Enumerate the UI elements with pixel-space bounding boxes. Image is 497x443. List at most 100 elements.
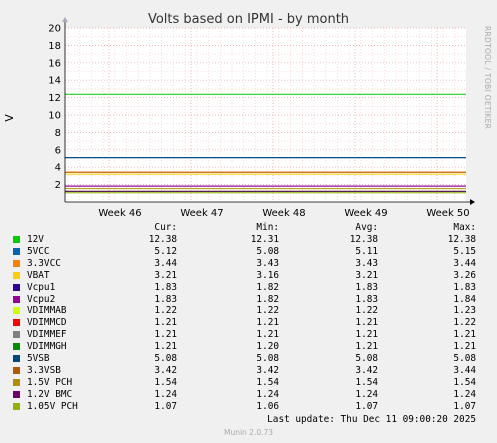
legend-value-max: 12.38: [447, 234, 476, 245]
legend-value-cur: 3.42: [154, 364, 177, 376]
x-tick-label: Week 50: [426, 208, 469, 219]
last-update: Last update: Thu Dec 11 09:00:20 2025: [267, 414, 476, 425]
legend-value-min: 5.08: [256, 245, 279, 257]
legend-series-name: 1.05V PCH: [27, 400, 78, 412]
legend-value-max: 3.44: [453, 257, 476, 269]
legend-value-cur: 3.44: [154, 257, 177, 269]
legend-swatch: [13, 378, 20, 386]
y-tick-label: 18: [48, 41, 61, 52]
legend-value-min: 1.21: [256, 317, 279, 329]
legend-value-min: 1.20: [256, 341, 279, 353]
legend-row: VDIMMAB 1.22 1.22 1.22 1.23: [0, 305, 497, 317]
legend-series-name: 5VSB: [27, 353, 50, 364]
legend-row: 5VCC 5.12 5.08 5.11 5.15: [0, 246, 497, 258]
legend-value-min: 1.24: [256, 388, 279, 400]
legend-series-name: Vcpu2: [27, 293, 56, 305]
x-tick-label: Week 49: [344, 208, 387, 219]
legend-series-name: Vcpu1: [27, 281, 56, 293]
legend-value-avg: 5.08: [355, 353, 378, 364]
legend-value-min: 3.16: [256, 269, 279, 281]
legend-swatch: [13, 283, 20, 291]
legend-value-cur: 1.22: [154, 305, 177, 317]
legend-value-min: 1.54: [256, 376, 279, 388]
legend-value-min: 3.43: [256, 257, 279, 269]
legend-value-cur: 1.21: [154, 329, 177, 341]
legend-value-avg: 5.11: [355, 245, 378, 257]
legend-header-avg: Avg:: [355, 222, 378, 233]
legend-value-cur: 1.07: [154, 400, 177, 412]
legend-value-avg: 1.07: [355, 400, 378, 412]
legend-value-cur: 5.08: [154, 353, 177, 364]
legend-value-min: 1.82: [256, 281, 279, 293]
legend-swatch: [13, 259, 20, 267]
legend-value-max: 1.21: [453, 329, 476, 341]
legend-series-name: 3.3VSB: [27, 364, 61, 376]
legend-value-min: 12.31: [250, 234, 279, 245]
legend-value-cur: 1.24: [154, 388, 177, 400]
legend-series-name: 5VCC: [27, 245, 50, 257]
legend-swatch: [13, 271, 20, 279]
chart-title: Volts based on IPMI - by month: [147, 12, 350, 27]
legend-value-max: 1.84: [453, 293, 476, 305]
legend-row: 1.5V PCH 1.54 1.54 1.54 1.54: [0, 377, 497, 389]
legend-value-max: 5.08: [453, 353, 476, 364]
legend-value-max: 3.26: [453, 269, 476, 281]
y-tick-label: 14: [48, 76, 61, 87]
legend-value-avg: 1.22: [355, 305, 378, 317]
legend-value-max: 1.24: [453, 388, 476, 400]
legend-series-name: 1.5V PCH: [27, 376, 73, 388]
legend-swatch: [13, 355, 20, 362]
legend-value-avg: 12.38: [349, 234, 378, 245]
y-axis-arrow: [62, 17, 68, 22]
y-tick-label: 20: [48, 24, 61, 35]
legend-value-cur: 3.21: [154, 269, 177, 281]
legend-swatch: [13, 366, 20, 374]
legend-value-cur: 1.83: [154, 293, 177, 305]
y-tick-label: 4: [55, 163, 61, 174]
x-tick-label: Week 46: [98, 208, 141, 219]
y-tick-label: 2: [55, 180, 61, 191]
legend-series-name: 3.3VCC: [27, 257, 61, 269]
x-tick-label: Week 48: [262, 208, 305, 219]
legend-value-avg: 1.83: [355, 293, 378, 305]
y-tick-label: 16: [48, 58, 61, 69]
y-axis-label: V: [3, 114, 16, 122]
legend-row: 1.2V BMC 1.24 1.24 1.24 1.24: [0, 389, 497, 401]
legend-value-cur: 12.38: [148, 234, 177, 245]
legend-value-max: 3.44: [453, 364, 476, 376]
legend-series-name: VDIMMEF: [27, 329, 67, 341]
legend-row: 12V 12.38 12.31 12.38 12.38: [0, 234, 497, 246]
legend-value-avg: 3.43: [355, 257, 378, 269]
legend-value-cur: 1.83: [154, 281, 177, 293]
legend-value-avg: 1.24: [355, 388, 378, 400]
legend-swatch: [13, 390, 20, 398]
legend-series-name: 1.2V BMC: [27, 388, 73, 400]
legend-header-min: Min:: [256, 222, 279, 233]
y-ticks: 2 4 6 8 10 12 14 16 18 20: [48, 24, 61, 192]
legend-value-avg: 3.42: [355, 364, 378, 376]
legend-swatch: [13, 331, 20, 339]
legend-value-max: 1.54: [453, 376, 476, 388]
legend-row: 5VSB 5.08 5.08 5.08 5.08: [0, 353, 497, 365]
legend-series-name: VDIMMGH: [27, 341, 67, 353]
legend-value-max: 1.83: [453, 281, 476, 293]
y-tick-label: 8: [55, 128, 61, 139]
legend-series-name: VDIMMCD: [27, 317, 67, 329]
legend-value-avg: 1.21: [355, 329, 378, 341]
legend-value-cur: 1.21: [154, 341, 177, 353]
legend-value-min: 1.06: [256, 400, 279, 412]
legend-value-cur: 1.54: [154, 376, 177, 388]
legend-value-max: 1.07: [453, 400, 476, 412]
legend-value-max: 1.23: [453, 305, 476, 317]
x-tick-label: Week 47: [180, 208, 223, 219]
legend-row: 3.3VCC 3.44 3.43 3.43 3.44: [0, 258, 497, 270]
legend-value-max: 1.22: [453, 317, 476, 329]
legend-swatch: [13, 236, 20, 243]
legend-row: Vcpu2 1.83 1.82 1.83 1.84: [0, 294, 497, 306]
legend-series-name: VBAT: [27, 269, 50, 281]
x-axis-arrow: [470, 199, 475, 205]
axes: [62, 17, 475, 205]
legend-swatch: [13, 319, 20, 327]
footer: Munin 2.0.73: [223, 428, 274, 437]
